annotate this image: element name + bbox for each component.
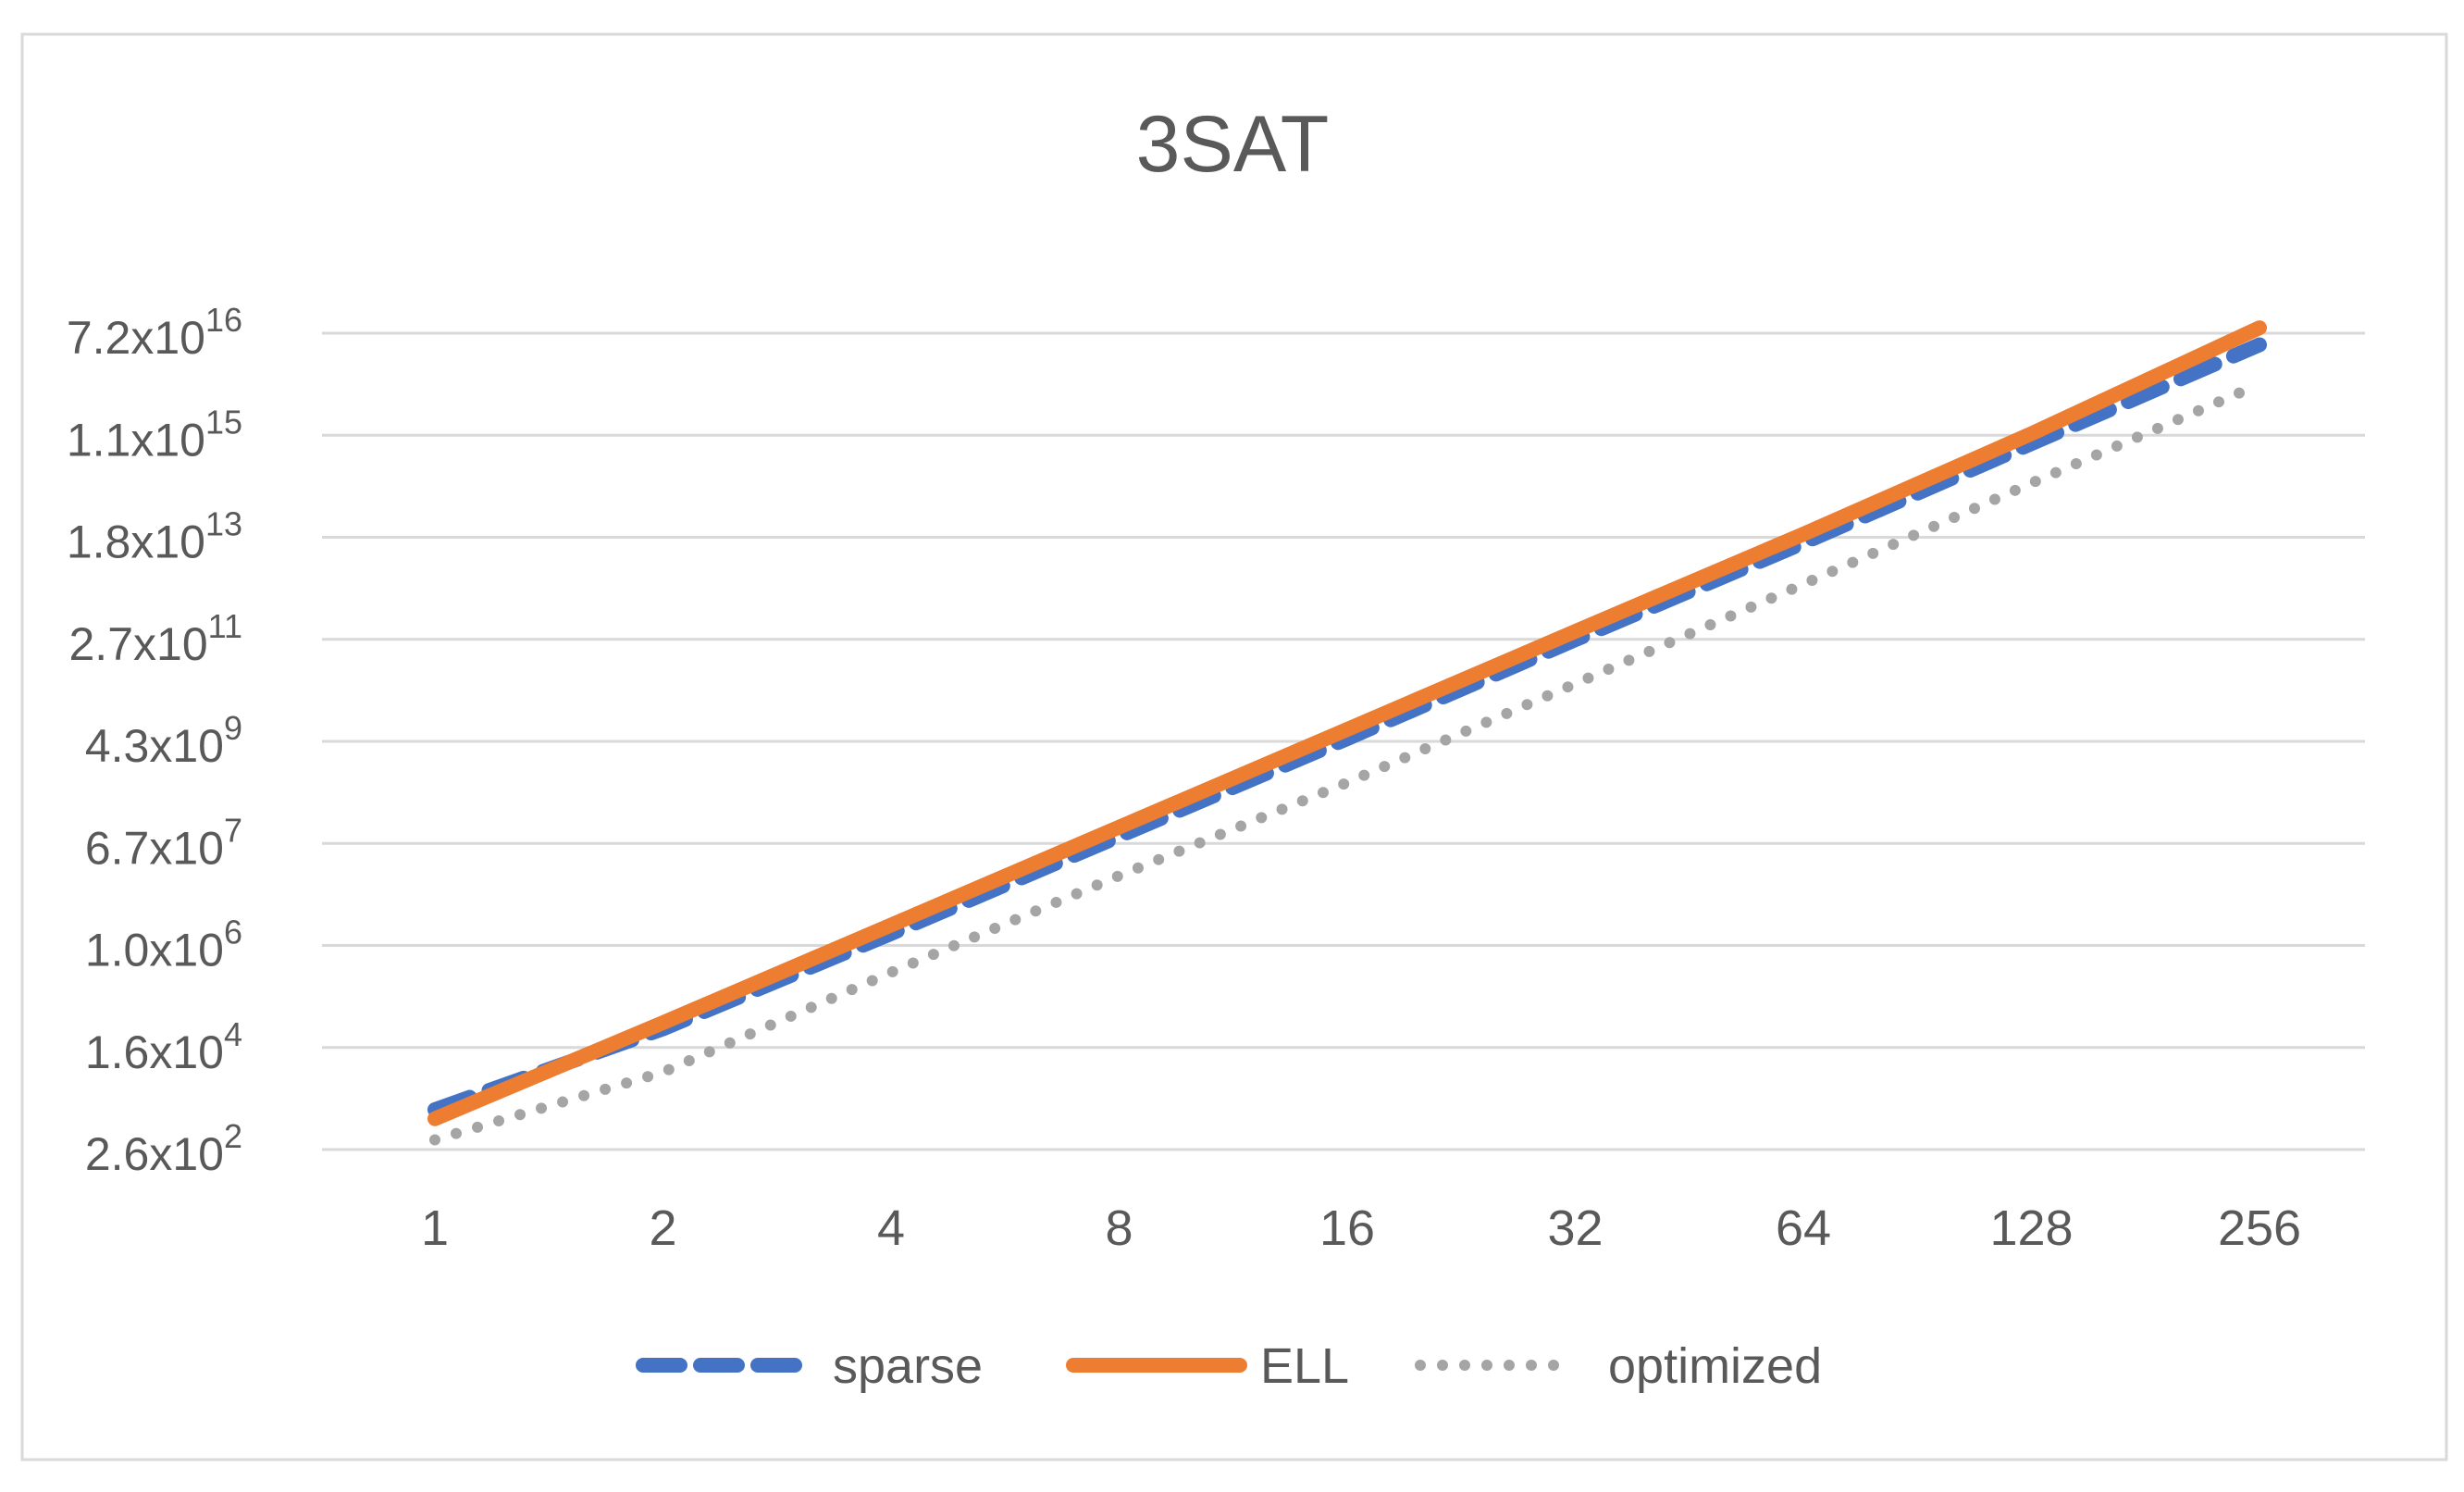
x-tick-label: 256 — [2218, 1200, 2301, 1256]
x-tick-label: 2 — [649, 1200, 676, 1256]
x-tick-label: 4 — [877, 1200, 905, 1256]
chart-title: 3SAT — [1136, 100, 1330, 189]
series-lines — [427, 320, 2267, 1146]
x-tick-label: 8 — [1105, 1200, 1133, 1256]
y-tick-label: 1.8x1013 — [67, 505, 242, 568]
series-line-ell — [427, 320, 2267, 1126]
legend-label-ell: ELL — [1260, 1338, 1349, 1394]
chart-border — [20, 32, 2448, 1461]
y-tick-label: 1.1x1015 — [67, 403, 242, 466]
x-tick-label: 128 — [1989, 1200, 2073, 1256]
y-tick-label: 1.0x106 — [85, 914, 242, 976]
y-tick-label: 1.6x104 — [85, 1015, 242, 1078]
y-tick-label: 4.3x109 — [85, 709, 242, 772]
legend-label-sparse: sparse — [833, 1338, 983, 1394]
x-tick-label: 1 — [421, 1200, 449, 1256]
legend: sparse ELL optimized — [636, 1338, 1822, 1394]
x-tick-label: 16 — [1319, 1200, 1375, 1256]
y-tick-label: 6.7x107 — [85, 811, 242, 874]
y-axis-tick-labels: 2.6x102 1.6x104 1.0x106 6.7x107 4.3x109 2.7x1… — [67, 301, 242, 1180]
y-tick-label: 2.7x1011 — [69, 607, 243, 670]
x-axis-tick-labels: 1 2 4 8 16 32 64 128 256 — [421, 1200, 2301, 1256]
series-line-optimized — [429, 379, 2265, 1146]
y-tick-label: 7.2x1016 — [67, 301, 242, 364]
legend-label-optimized: optimized — [1608, 1338, 1822, 1394]
y-tick-label: 2.6x102 — [85, 1117, 242, 1180]
x-tick-label: 64 — [1776, 1200, 1831, 1256]
x-tick-label: 32 — [1547, 1200, 1603, 1256]
